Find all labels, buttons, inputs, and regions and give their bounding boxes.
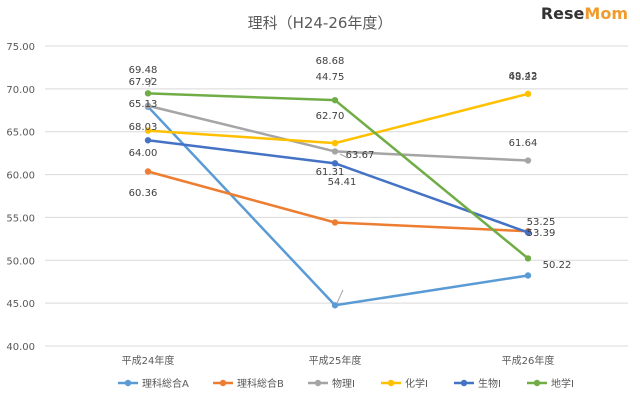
legend-label: 物理Ⅰ bbox=[332, 377, 355, 390]
data-point bbox=[524, 255, 532, 262]
data-point bbox=[331, 302, 339, 309]
data-label: 53.25 bbox=[527, 217, 556, 228]
data-point bbox=[331, 96, 339, 104]
x-tick-label: 平成24年度 bbox=[122, 354, 175, 367]
legend-marker bbox=[533, 379, 541, 387]
data-label: 62.70 bbox=[316, 111, 345, 122]
resemom-logo: ReseMom bbox=[541, 4, 628, 23]
data-point bbox=[331, 148, 339, 155]
data-label: 53.39 bbox=[527, 228, 556, 239]
data-point bbox=[331, 219, 339, 226]
y-tick-label: 75.00 bbox=[6, 42, 35, 53]
data-label: 65.13 bbox=[129, 99, 158, 110]
data-point bbox=[144, 127, 152, 134]
data-point bbox=[144, 90, 152, 97]
legend-label: 理科総合B bbox=[237, 377, 284, 390]
label-leader-line bbox=[148, 76, 153, 88]
legend-label: 生物Ⅰ bbox=[478, 377, 501, 390]
y-tick-label: 40.00 bbox=[6, 342, 35, 353]
data-point bbox=[331, 160, 339, 167]
series-lines bbox=[144, 90, 532, 309]
y-tick-label: 55.00 bbox=[6, 213, 35, 224]
legend-marker bbox=[387, 379, 395, 387]
legend-marker bbox=[219, 379, 227, 387]
data-label: 44.75 bbox=[316, 72, 345, 83]
x-tick-label: 平成26年度 bbox=[502, 354, 555, 367]
data-label: 68.03 bbox=[129, 122, 158, 133]
logo-suffix: Mom bbox=[584, 4, 628, 23]
data-labels: 67.92 44.75 48.23 60.36 54.41 53.39 68.03 62.70… bbox=[129, 56, 572, 304]
label-leader-line bbox=[339, 153, 349, 159]
x-axis-ticks: 平成24年度 平成25年度 平成26年度 bbox=[122, 354, 555, 367]
data-label: 67.92 bbox=[129, 77, 158, 88]
data-label: 54.41 bbox=[328, 177, 357, 188]
legend-marker bbox=[460, 379, 468, 387]
data-point bbox=[144, 168, 152, 175]
legend-label: 理科総合A bbox=[142, 377, 189, 390]
data-point bbox=[524, 229, 532, 236]
y-tick-label: 65.00 bbox=[6, 128, 35, 139]
legend-marker bbox=[314, 379, 322, 387]
data-label: 50.22 bbox=[543, 260, 572, 271]
legend-label: 化学Ⅰ bbox=[405, 377, 428, 390]
legend-marker bbox=[124, 379, 132, 387]
data-label: 61.31 bbox=[316, 167, 345, 178]
data-point bbox=[524, 272, 532, 279]
data-label: 48.23 bbox=[509, 72, 538, 83]
data-label: 69.42 bbox=[509, 71, 538, 82]
data-label: 63.67 bbox=[346, 150, 375, 161]
data-point bbox=[331, 139, 339, 147]
legend: 理科総合A 理科総合B 物理Ⅰ 化学Ⅰ 生物Ⅰ 地学Ⅰ bbox=[118, 377, 574, 390]
y-tick-label: 70.00 bbox=[6, 85, 35, 96]
legend-label: 地学Ⅰ bbox=[551, 377, 574, 390]
data-label: 64.00 bbox=[129, 148, 158, 159]
data-point bbox=[524, 90, 532, 98]
data-label: 60.36 bbox=[129, 188, 158, 199]
data-label: 61.64 bbox=[509, 138, 538, 149]
y-tick-label: 60.00 bbox=[6, 171, 35, 182]
y-tick-label: 45.00 bbox=[6, 299, 35, 310]
y-tick-label: 50.00 bbox=[6, 256, 35, 267]
data-point bbox=[144, 102, 152, 109]
chart-title: 理科（H24-26年度） bbox=[248, 14, 393, 32]
x-tick-label: 平成25年度 bbox=[309, 354, 362, 367]
data-point bbox=[524, 157, 532, 164]
data-label: 69.48 bbox=[129, 65, 158, 76]
data-point bbox=[144, 137, 152, 144]
y-axis-ticks: 40.00 45.00 50.00 55.00 60.00 65.00 70.00 75.00 bbox=[6, 42, 35, 353]
data-label: 68.68 bbox=[316, 56, 345, 67]
logo-prefix: Rese bbox=[540, 4, 585, 23]
label-leader-line bbox=[336, 289, 344, 304]
